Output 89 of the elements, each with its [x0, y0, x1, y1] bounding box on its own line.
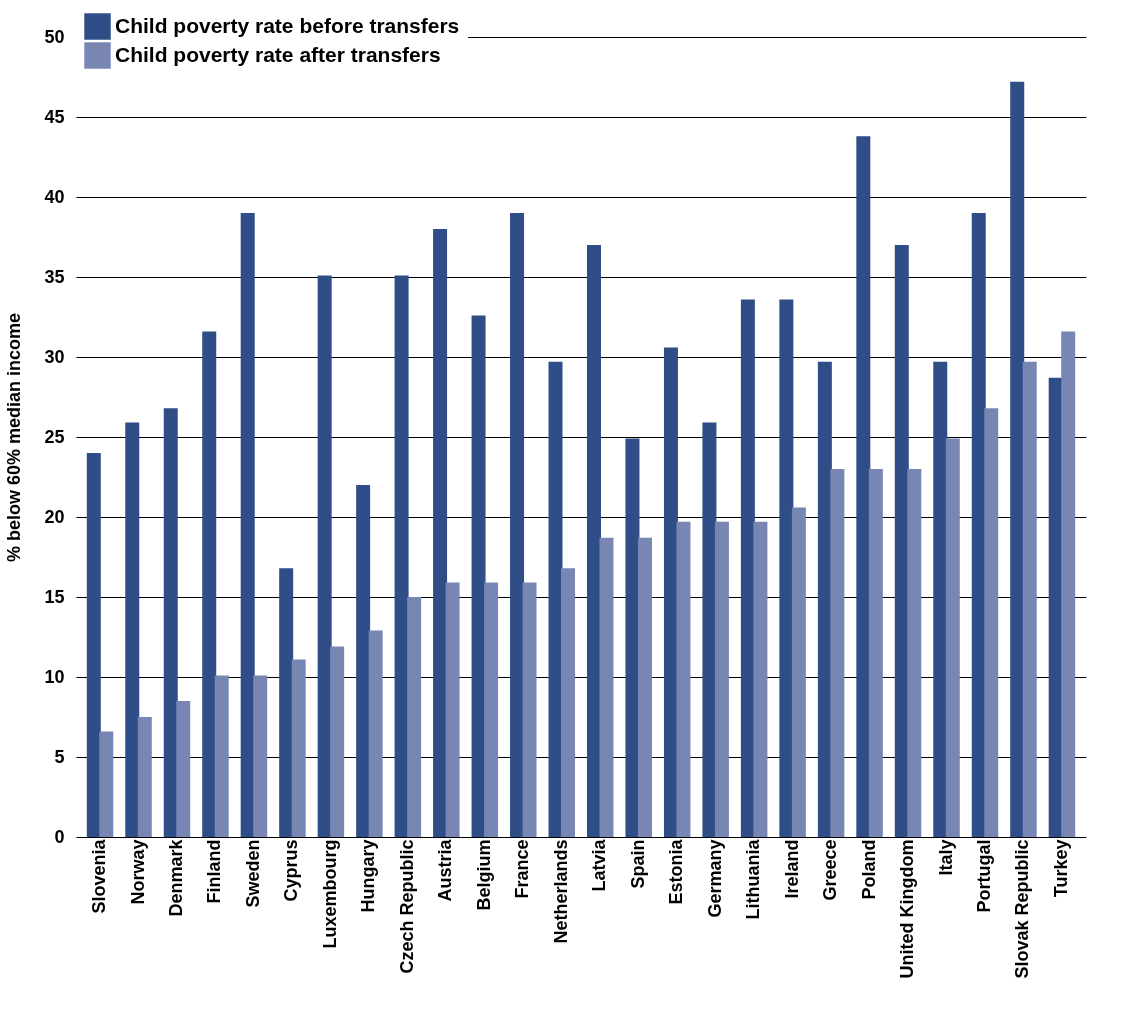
- bar: [561, 568, 576, 837]
- bar: [202, 331, 217, 837]
- x-tick-label: Czech Republic: [396, 839, 417, 974]
- bar: [356, 485, 371, 837]
- bar: [407, 597, 422, 837]
- y-tick-label: 30: [44, 346, 65, 367]
- bar: [176, 701, 191, 837]
- bar: [663, 347, 678, 837]
- bar: [433, 229, 448, 837]
- bar: [945, 438, 960, 837]
- bar: [137, 717, 152, 837]
- y-tick-label: 10: [44, 666, 65, 687]
- y-tick-label: 15: [44, 586, 65, 607]
- x-tick-label: Slovenia: [89, 838, 110, 914]
- bar: [856, 136, 871, 837]
- bar: [984, 408, 999, 837]
- x-tick-label: Austria: [435, 838, 456, 902]
- bar: [779, 299, 794, 837]
- bar: [933, 361, 948, 837]
- x-tick-label: Hungary: [358, 839, 379, 913]
- bar: [394, 275, 409, 837]
- bar: [1022, 361, 1037, 837]
- bar: [253, 675, 268, 837]
- x-tick-label: Portugal: [974, 839, 994, 913]
- legend-label: Child poverty rate after transfers: [115, 42, 441, 66]
- bar: [714, 521, 729, 837]
- bar: [586, 245, 601, 837]
- x-tick-label: Slovak Republic: [1012, 839, 1033, 979]
- bar: [894, 245, 909, 837]
- x-tick-label: Luxembourg: [319, 839, 340, 949]
- bar: [702, 422, 717, 837]
- bar: [86, 453, 101, 837]
- bar: [522, 582, 537, 837]
- x-tick-label: Norway: [127, 839, 148, 905]
- bar: [330, 646, 345, 837]
- x-tick-label: Ireland: [781, 839, 802, 899]
- x-tick-label: France: [512, 839, 533, 899]
- bar: [279, 568, 294, 837]
- y-tick-label: 25: [44, 426, 65, 447]
- x-tick-label: Finland: [204, 839, 225, 904]
- bar: [445, 582, 460, 837]
- bar: [753, 521, 768, 837]
- x-tick-label: Spain: [627, 839, 648, 889]
- bar: [740, 299, 755, 837]
- bar: [907, 469, 922, 837]
- x-tick-label: Netherlands: [550, 839, 571, 944]
- bar: [1010, 81, 1025, 837]
- x-tick-label: Italy: [935, 839, 956, 876]
- y-tick-label: 5: [54, 746, 65, 767]
- x-tick-label: Sweden: [242, 839, 263, 908]
- bar: [625, 438, 640, 837]
- x-tick-label: Belgium: [473, 839, 494, 911]
- bar: [599, 537, 614, 837]
- bar: [317, 275, 332, 837]
- bar: [368, 630, 383, 837]
- bar: [637, 537, 652, 837]
- y-tick-label: 45: [44, 106, 65, 127]
- legend-label: Child poverty rate before transfers: [115, 13, 460, 37]
- y-tick-label: 0: [54, 826, 65, 847]
- bar: [125, 422, 140, 837]
- bar: [163, 408, 178, 837]
- bar: [1061, 331, 1076, 837]
- bar: [99, 731, 114, 837]
- y-tick-label: 35: [44, 266, 65, 287]
- x-tick-label: United Kingdom: [897, 839, 918, 979]
- bar: [240, 213, 255, 837]
- y-tick-label: 20: [44, 506, 65, 527]
- bar: [830, 469, 845, 837]
- bar: [214, 675, 229, 837]
- x-tick-label: Turkey: [1050, 839, 1071, 898]
- bar: [868, 469, 883, 837]
- x-tick-label: Poland: [858, 839, 879, 900]
- y-tick-label: 40: [44, 186, 65, 207]
- x-tick-label: Latvia: [589, 838, 610, 892]
- bar: [471, 315, 486, 837]
- bar: [510, 213, 525, 837]
- x-tick-label: Greece: [820, 839, 841, 901]
- bar: [676, 521, 691, 837]
- x-tick-label: Estonia: [666, 838, 687, 905]
- x-tick-label: Germany: [704, 839, 725, 918]
- x-tick-label: Cyprus: [281, 839, 302, 902]
- y-axis-title: % below 60% median income: [4, 312, 25, 563]
- y-tick-label: 50: [44, 26, 65, 47]
- x-tick-label: Lithuania: [743, 838, 764, 920]
- x-tick-label: Denmark: [166, 838, 186, 917]
- bar: [791, 507, 806, 837]
- bar: [484, 582, 499, 837]
- bar: [548, 361, 563, 837]
- bar: [291, 659, 306, 837]
